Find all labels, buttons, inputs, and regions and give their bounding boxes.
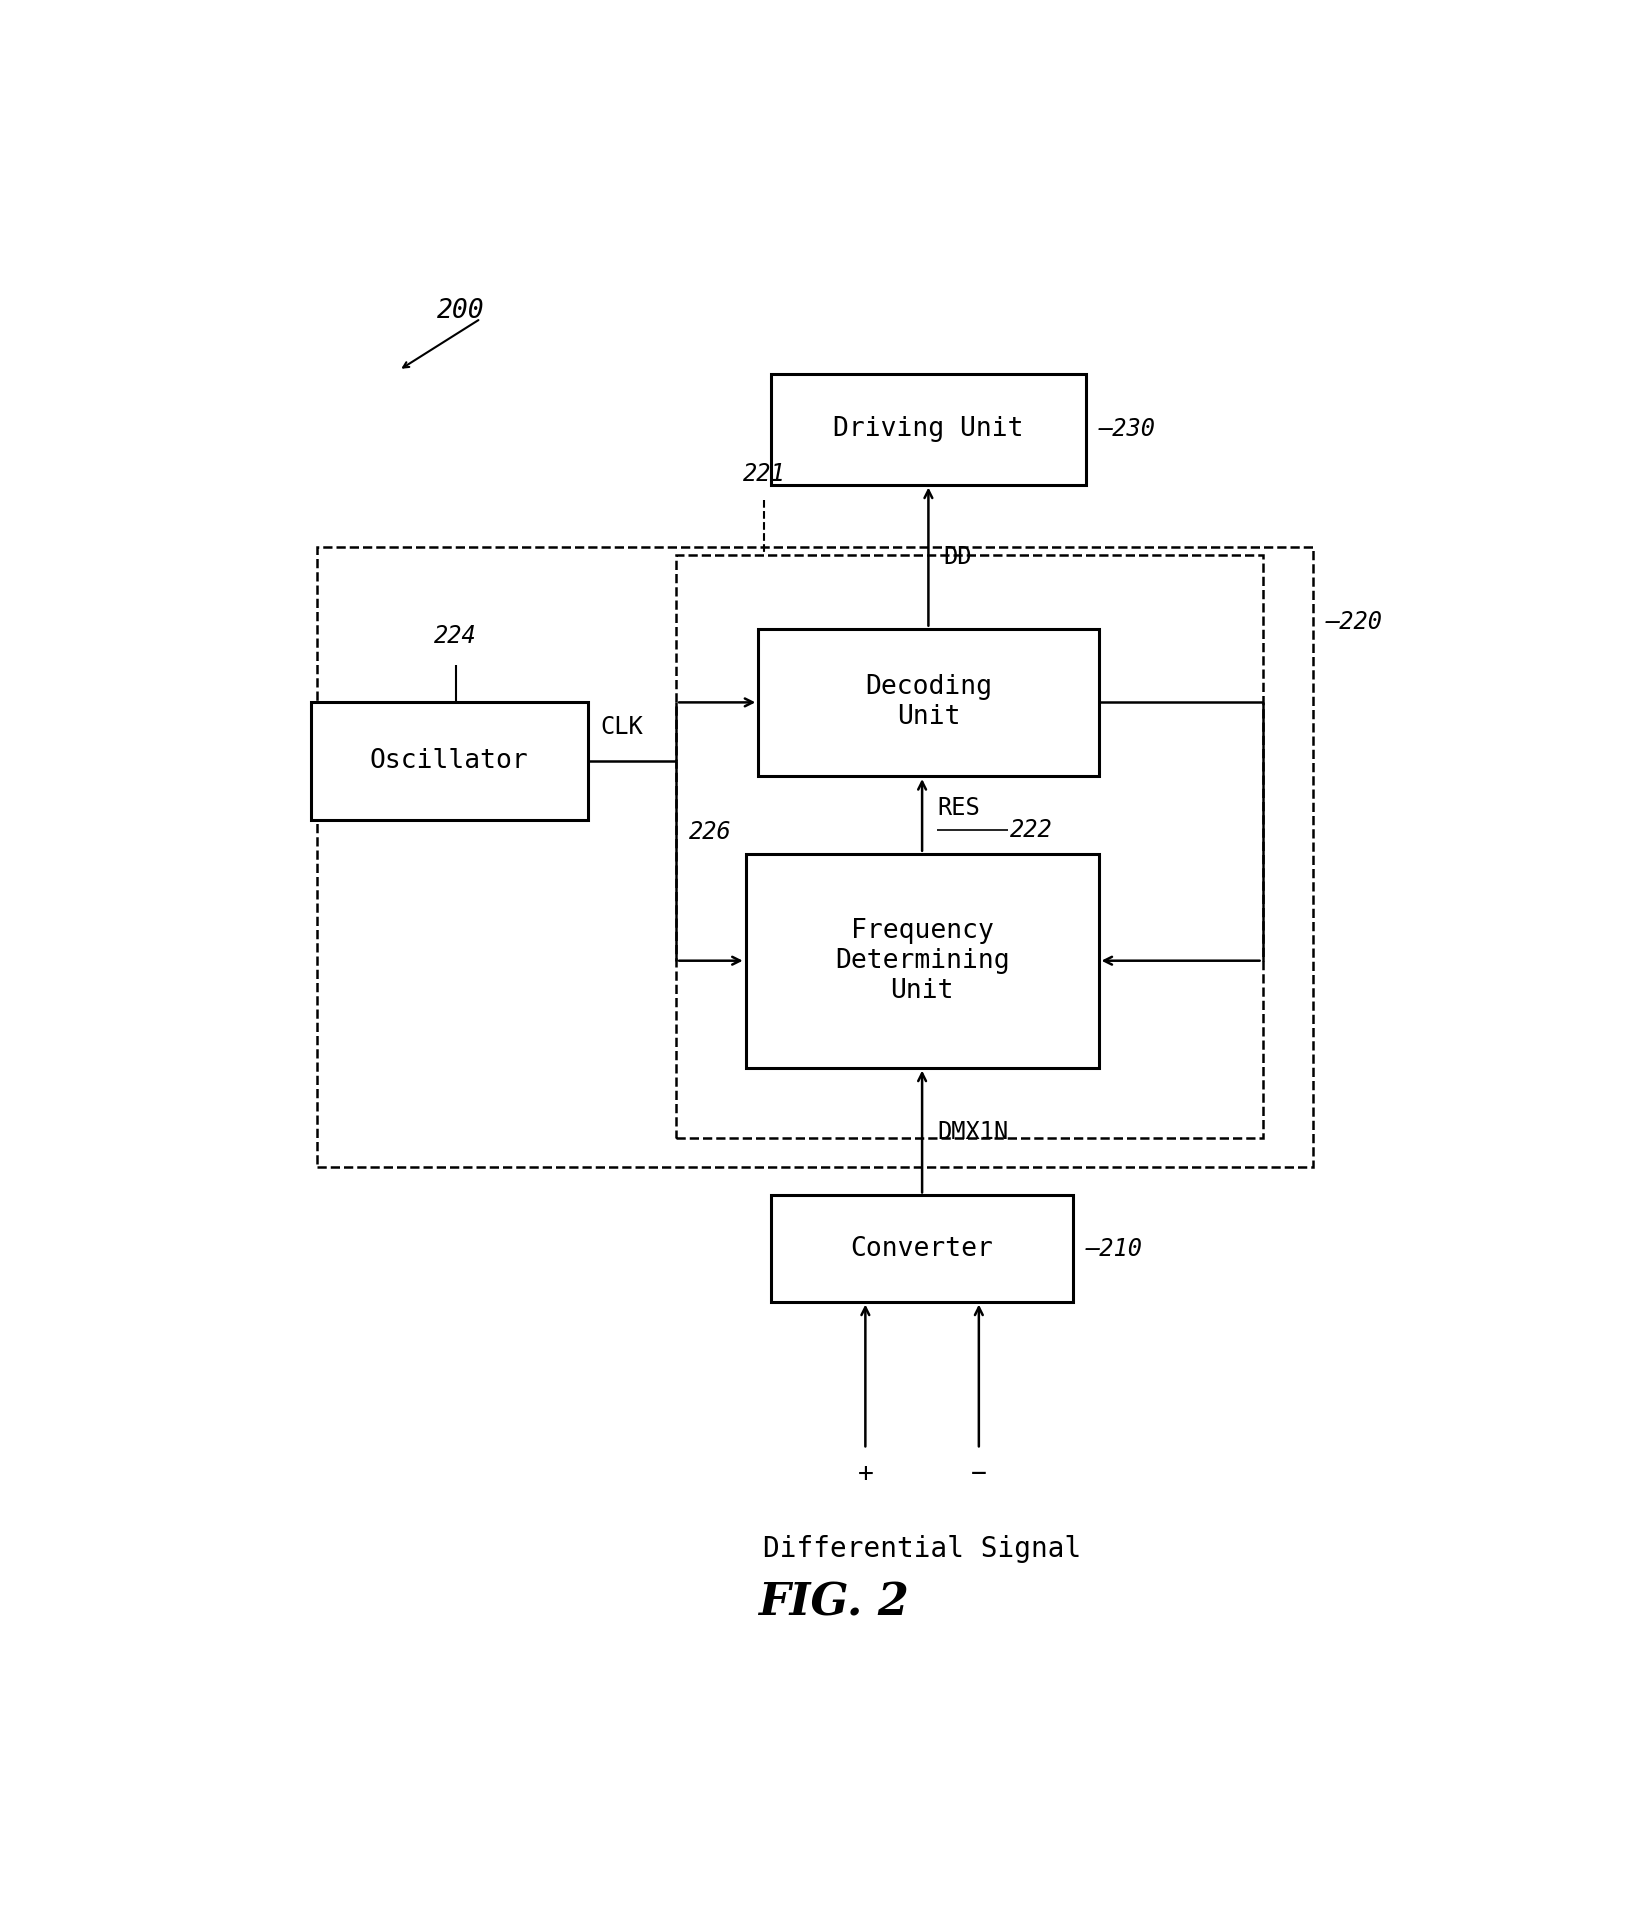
Text: Differential Signal: Differential Signal xyxy=(763,1536,1082,1562)
Text: 224: 224 xyxy=(434,623,477,648)
Bar xyxy=(758,629,1098,776)
Text: —230: —230 xyxy=(1098,418,1155,441)
Text: RES: RES xyxy=(937,796,979,820)
Text: +: + xyxy=(857,1461,874,1488)
Text: 226: 226 xyxy=(688,820,732,843)
Text: −: − xyxy=(971,1461,988,1488)
Bar xyxy=(745,853,1098,1068)
Bar xyxy=(311,702,587,820)
Text: Decoding
Unit: Decoding Unit xyxy=(866,675,992,730)
Text: 222: 222 xyxy=(1010,819,1053,842)
Text: 221: 221 xyxy=(744,462,786,485)
Text: Oscillator: Oscillator xyxy=(369,748,529,774)
Bar xyxy=(317,548,1313,1167)
Text: Driving Unit: Driving Unit xyxy=(833,416,1023,443)
Text: CLK: CLK xyxy=(600,715,643,740)
Text: Converter: Converter xyxy=(851,1236,994,1261)
Text: —210: —210 xyxy=(1087,1236,1144,1261)
Bar xyxy=(771,374,1085,485)
Bar xyxy=(677,554,1263,1139)
Text: 200: 200 xyxy=(436,299,485,324)
Text: DD: DD xyxy=(944,544,971,569)
Text: DMX1N: DMX1N xyxy=(937,1120,1009,1144)
Text: Frequency
Determining
Unit: Frequency Determining Unit xyxy=(835,918,1009,1005)
Text: FIG. 2: FIG. 2 xyxy=(758,1582,909,1624)
Bar xyxy=(771,1196,1074,1302)
Text: —220: —220 xyxy=(1326,610,1383,635)
